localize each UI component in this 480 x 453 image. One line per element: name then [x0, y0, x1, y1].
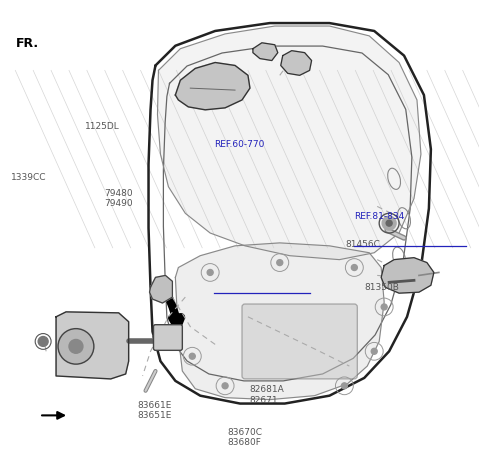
Polygon shape: [56, 312, 129, 379]
Polygon shape: [281, 51, 312, 75]
Circle shape: [58, 328, 94, 364]
Text: 81350B: 81350B: [364, 283, 399, 292]
Circle shape: [371, 348, 377, 354]
Circle shape: [382, 216, 396, 230]
Polygon shape: [175, 63, 250, 110]
Polygon shape: [381, 258, 434, 293]
Circle shape: [341, 383, 348, 389]
Circle shape: [207, 270, 213, 275]
Text: 1125DL: 1125DL: [85, 122, 120, 131]
Text: 81456C: 81456C: [345, 240, 380, 249]
Circle shape: [38, 337, 48, 347]
Polygon shape: [157, 26, 421, 260]
Text: 79480
79490: 79480 79490: [104, 189, 132, 208]
FancyBboxPatch shape: [154, 325, 182, 350]
Text: 1339CC: 1339CC: [11, 173, 47, 182]
Polygon shape: [175, 243, 384, 400]
Circle shape: [351, 265, 357, 270]
Text: 83670C
83680F: 83670C 83680F: [227, 428, 262, 447]
Circle shape: [69, 339, 83, 353]
FancyBboxPatch shape: [242, 304, 357, 379]
Text: REF.81-834: REF.81-834: [355, 212, 405, 221]
Polygon shape: [150, 275, 172, 303]
Circle shape: [277, 260, 283, 265]
Circle shape: [386, 220, 392, 226]
Polygon shape: [253, 43, 278, 61]
Circle shape: [222, 383, 228, 389]
Text: FR.: FR.: [16, 37, 39, 50]
Text: REF.60-770: REF.60-770: [214, 140, 264, 149]
Circle shape: [189, 353, 195, 359]
Text: 83661E
83651E: 83661E 83651E: [137, 401, 172, 420]
Circle shape: [381, 304, 387, 310]
Text: 82681A
82671: 82681A 82671: [250, 386, 284, 405]
